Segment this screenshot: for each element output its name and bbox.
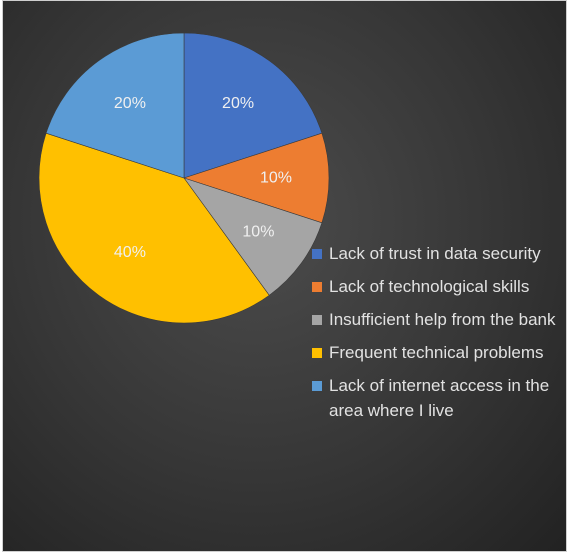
legend-label: Frequent technical problems (329, 343, 544, 362)
pie-slice-lack-of-internet-access-in-the-area-where-i-live (45, 32, 185, 179)
data-label-insufficient-help-from-the-bank: 10% (242, 224, 274, 241)
legend-label: Insufficient help from the bank (329, 310, 556, 329)
data-label-lack-of-internet-access-in-the-area-where-i-live: 20% (114, 95, 146, 112)
legend-label: Lack of trust in data security (329, 244, 541, 263)
chart-area: 20% 10% 10% 40% 20% Lack of trust in data se… (2, 0, 567, 552)
legend-item-tech-skills: Lack of technological skills (312, 274, 564, 299)
legend-swatch (312, 249, 322, 259)
pie-slice-lack-of-technological-skills (183, 132, 330, 224)
legend-swatch (312, 315, 322, 325)
legend-item-technical-problems: Frequent technical problems (312, 340, 564, 365)
legend-label: Lack of internet access in the area wher… (329, 376, 550, 420)
data-label-lack-of-technological-skills: 10% (260, 170, 292, 187)
pie-chart: 20% 10% 10% 40% 20% (38, 32, 330, 324)
data-label-frequent-technical-problems: 40% (114, 244, 146, 261)
pie-slice-lack-of-trust-in-data-security (183, 32, 323, 179)
legend-label: Lack of technological skills (329, 277, 530, 296)
legend: Lack of trust in data security Lack of t… (312, 241, 564, 431)
legend-item-bank-help: Insufficient help from the bank (312, 307, 564, 332)
pie-slice-frequent-technical-problems (38, 132, 270, 324)
legend-item-data-security: Lack of trust in data security (312, 241, 564, 266)
legend-item-internet-access: Lack of internet access in the area wher… (312, 373, 564, 423)
legend-swatch (312, 282, 322, 292)
legend-swatch (312, 348, 322, 358)
data-label-lack-of-trust-in-data-security: 20% (222, 95, 254, 112)
legend-swatch (312, 381, 322, 391)
pie-slice-insufficient-help-from-the-bank (183, 177, 323, 296)
